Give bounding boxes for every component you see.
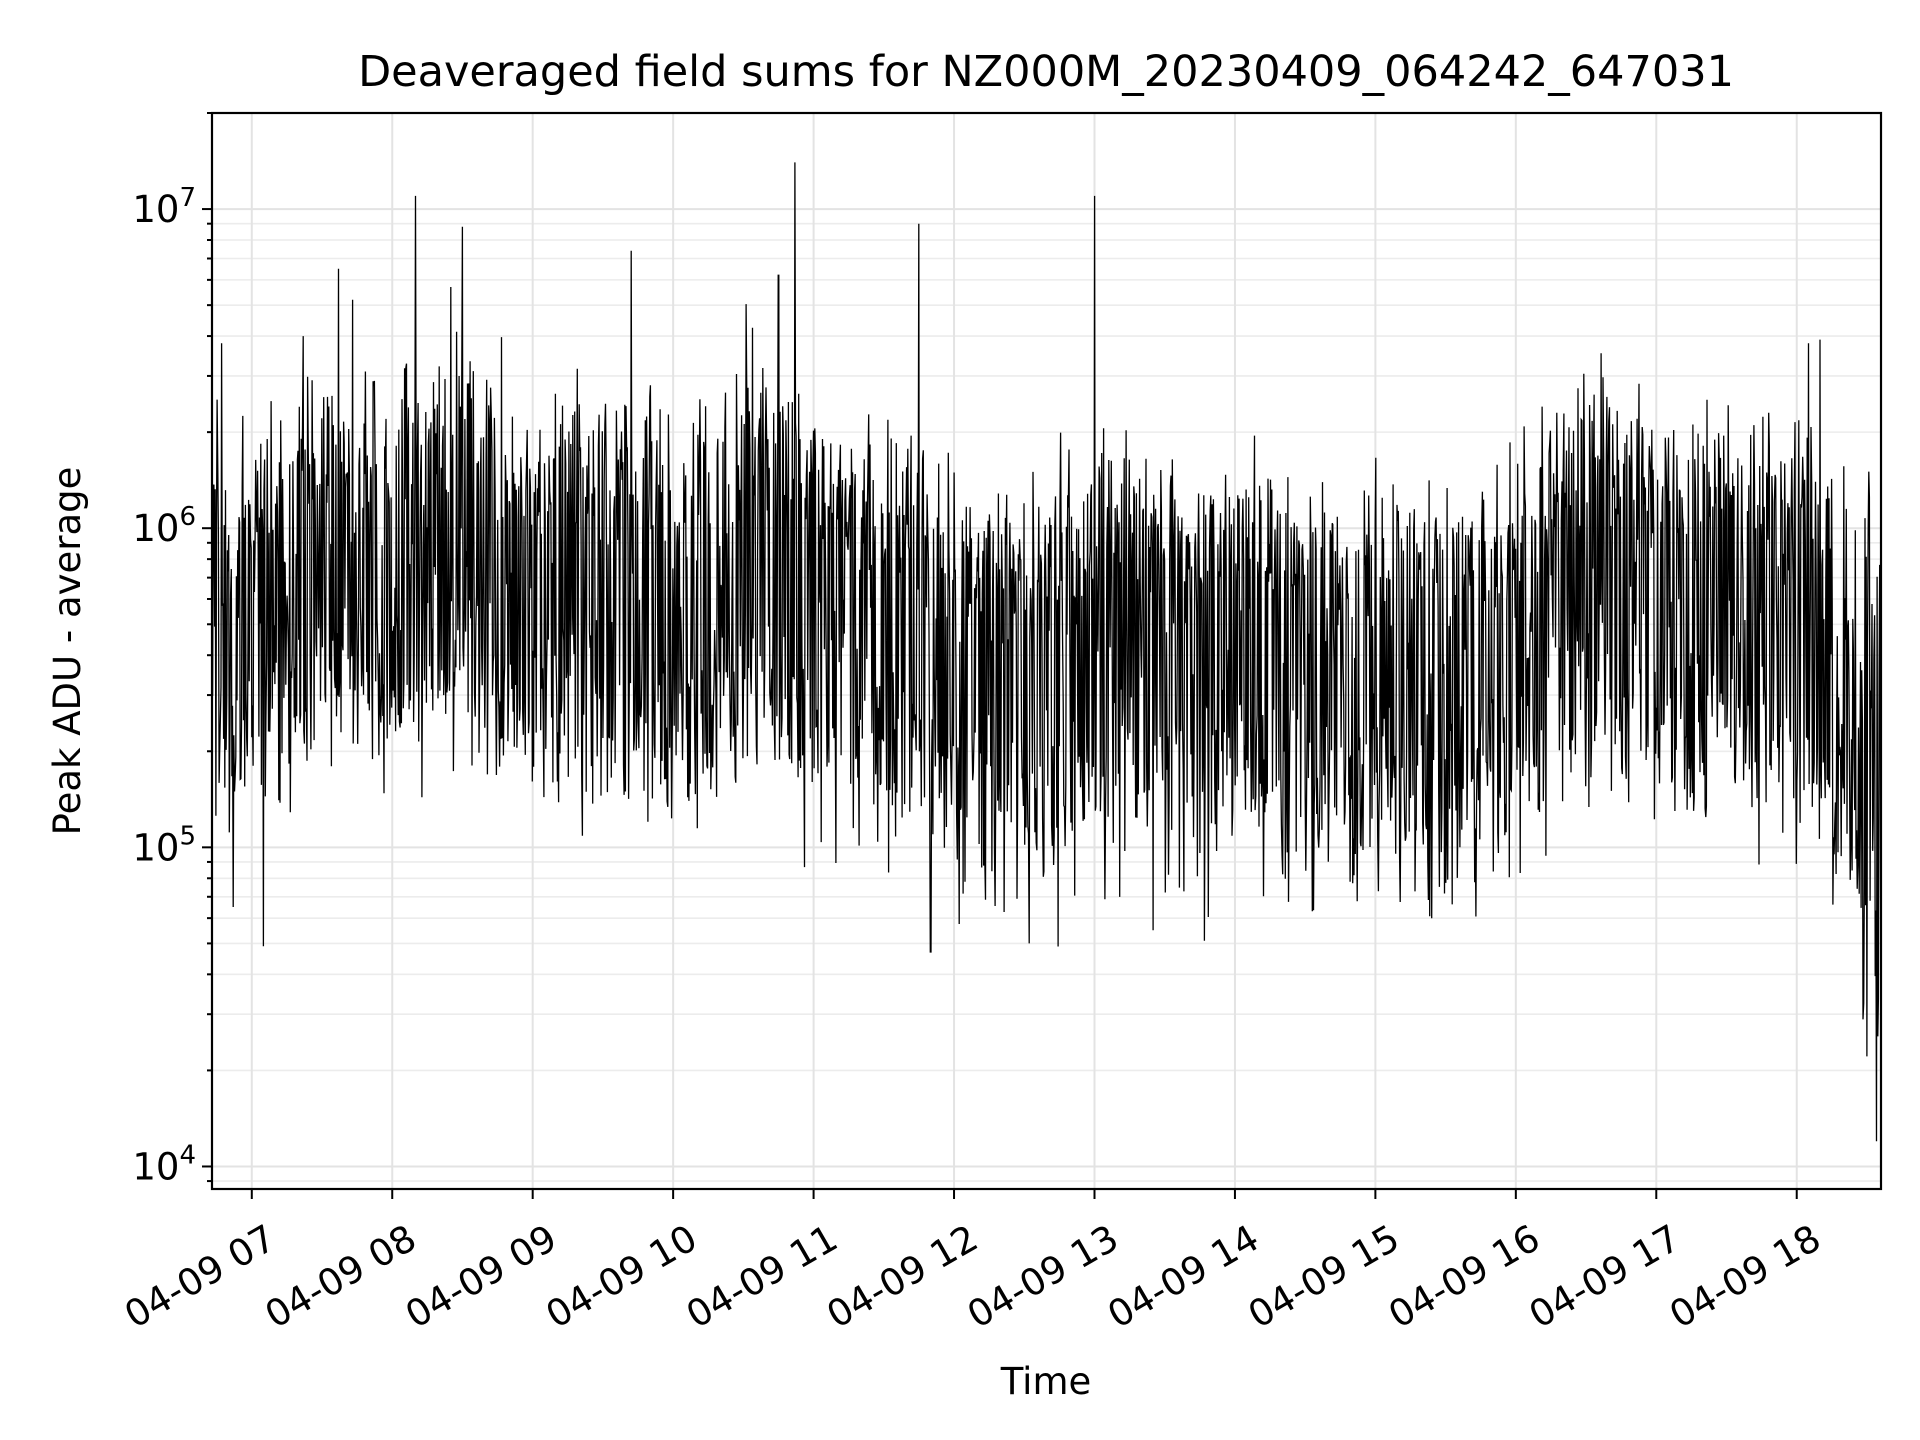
x-tick-label: 04-09 10 xyxy=(539,1216,705,1336)
x-tick-label: 04-09 11 xyxy=(679,1216,845,1336)
y-tick-exponent: 7 xyxy=(179,183,196,213)
y-tick-exponent: 4 xyxy=(179,1140,196,1170)
x-tick-label: 04-09 07 xyxy=(117,1216,283,1336)
x-tick-label: 04-09 16 xyxy=(1381,1216,1547,1336)
y-tick-exponent: 5 xyxy=(179,821,196,851)
x-tick-label: 04-09 14 xyxy=(1101,1216,1267,1336)
x-axis-label: Time xyxy=(1000,1360,1092,1403)
chart-title: Deaveraged field sums for NZ000M_2023040… xyxy=(358,47,1734,97)
y-tick-exponent: 6 xyxy=(179,502,196,532)
y-axis-label: Peak ADU - average xyxy=(46,467,89,836)
x-tick-label: 04-09 15 xyxy=(1241,1216,1407,1336)
y-tick-label: 105 xyxy=(132,821,196,869)
plot-frame xyxy=(210,111,1883,1191)
y-tick-base: 10 xyxy=(132,507,179,550)
y-tick-base: 10 xyxy=(132,826,179,869)
x-tick-label: 04-09 13 xyxy=(960,1216,1126,1336)
y-tick-base: 10 xyxy=(132,188,179,231)
series-line xyxy=(211,162,1882,1142)
y-tick-label: 106 xyxy=(132,502,196,550)
x-tick-label: 04-09 18 xyxy=(1662,1216,1828,1336)
x-tick-label: 04-09 09 xyxy=(398,1216,564,1336)
y-tick-label: 107 xyxy=(132,183,196,231)
x-tick-label: 04-09 17 xyxy=(1522,1216,1688,1336)
y-tick-label: 104 xyxy=(132,1140,196,1188)
x-tick-label: 04-09 12 xyxy=(820,1216,986,1336)
y-tick-base: 10 xyxy=(132,1145,179,1188)
series-layer xyxy=(211,162,1882,1142)
x-tick-label: 04-09 08 xyxy=(258,1216,424,1336)
